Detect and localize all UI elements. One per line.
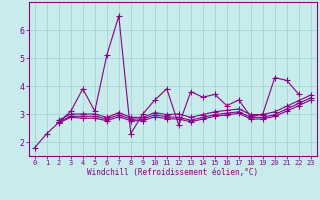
X-axis label: Windchill (Refroidissement éolien,°C): Windchill (Refroidissement éolien,°C)	[87, 168, 258, 177]
